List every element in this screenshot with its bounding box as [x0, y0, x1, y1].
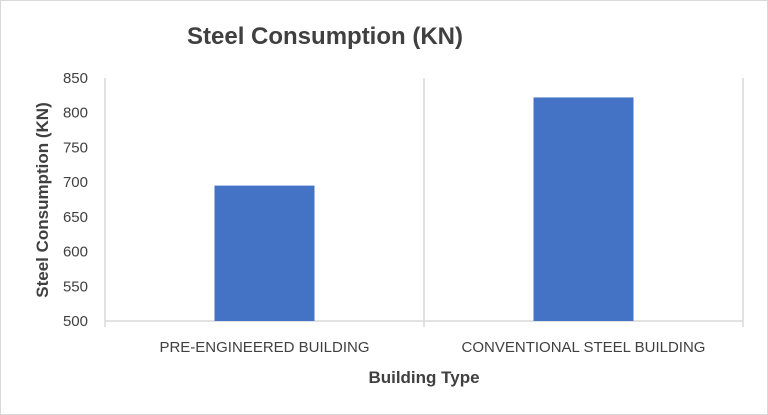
x-category-label: PRE-ENGINEERED BUILDING	[159, 339, 369, 356]
y-tick-label: 800	[63, 105, 88, 122]
y-tick-label: 850	[63, 70, 88, 87]
x-axis	[104, 78, 744, 327]
x-axis-labels: PRE-ENGINEERED BUILDING CONVENTIONAL STEE…	[159, 339, 705, 356]
y-axis-title: Steel Consumption (KN)	[33, 102, 52, 298]
y-axis-ticks: 500 550 600 650 700 750 800 850	[63, 70, 88, 330]
bar-conventional	[533, 97, 634, 321]
x-axis-title: Building Type	[368, 368, 479, 387]
chart-title: Steel Consumption (KN)	[187, 23, 463, 50]
bar-pre-engineered	[214, 185, 315, 321]
y-tick-label: 650	[63, 209, 88, 226]
y-tick-label: 550	[63, 278, 88, 295]
x-category-label: CONVENTIONAL STEEL BUILDING	[462, 339, 706, 356]
y-tick-label: 600	[63, 244, 88, 261]
y-tick-label: 700	[63, 174, 88, 191]
y-tick-label: 750	[63, 139, 88, 156]
bars	[214, 97, 634, 321]
y-tick-label: 500	[63, 313, 88, 330]
